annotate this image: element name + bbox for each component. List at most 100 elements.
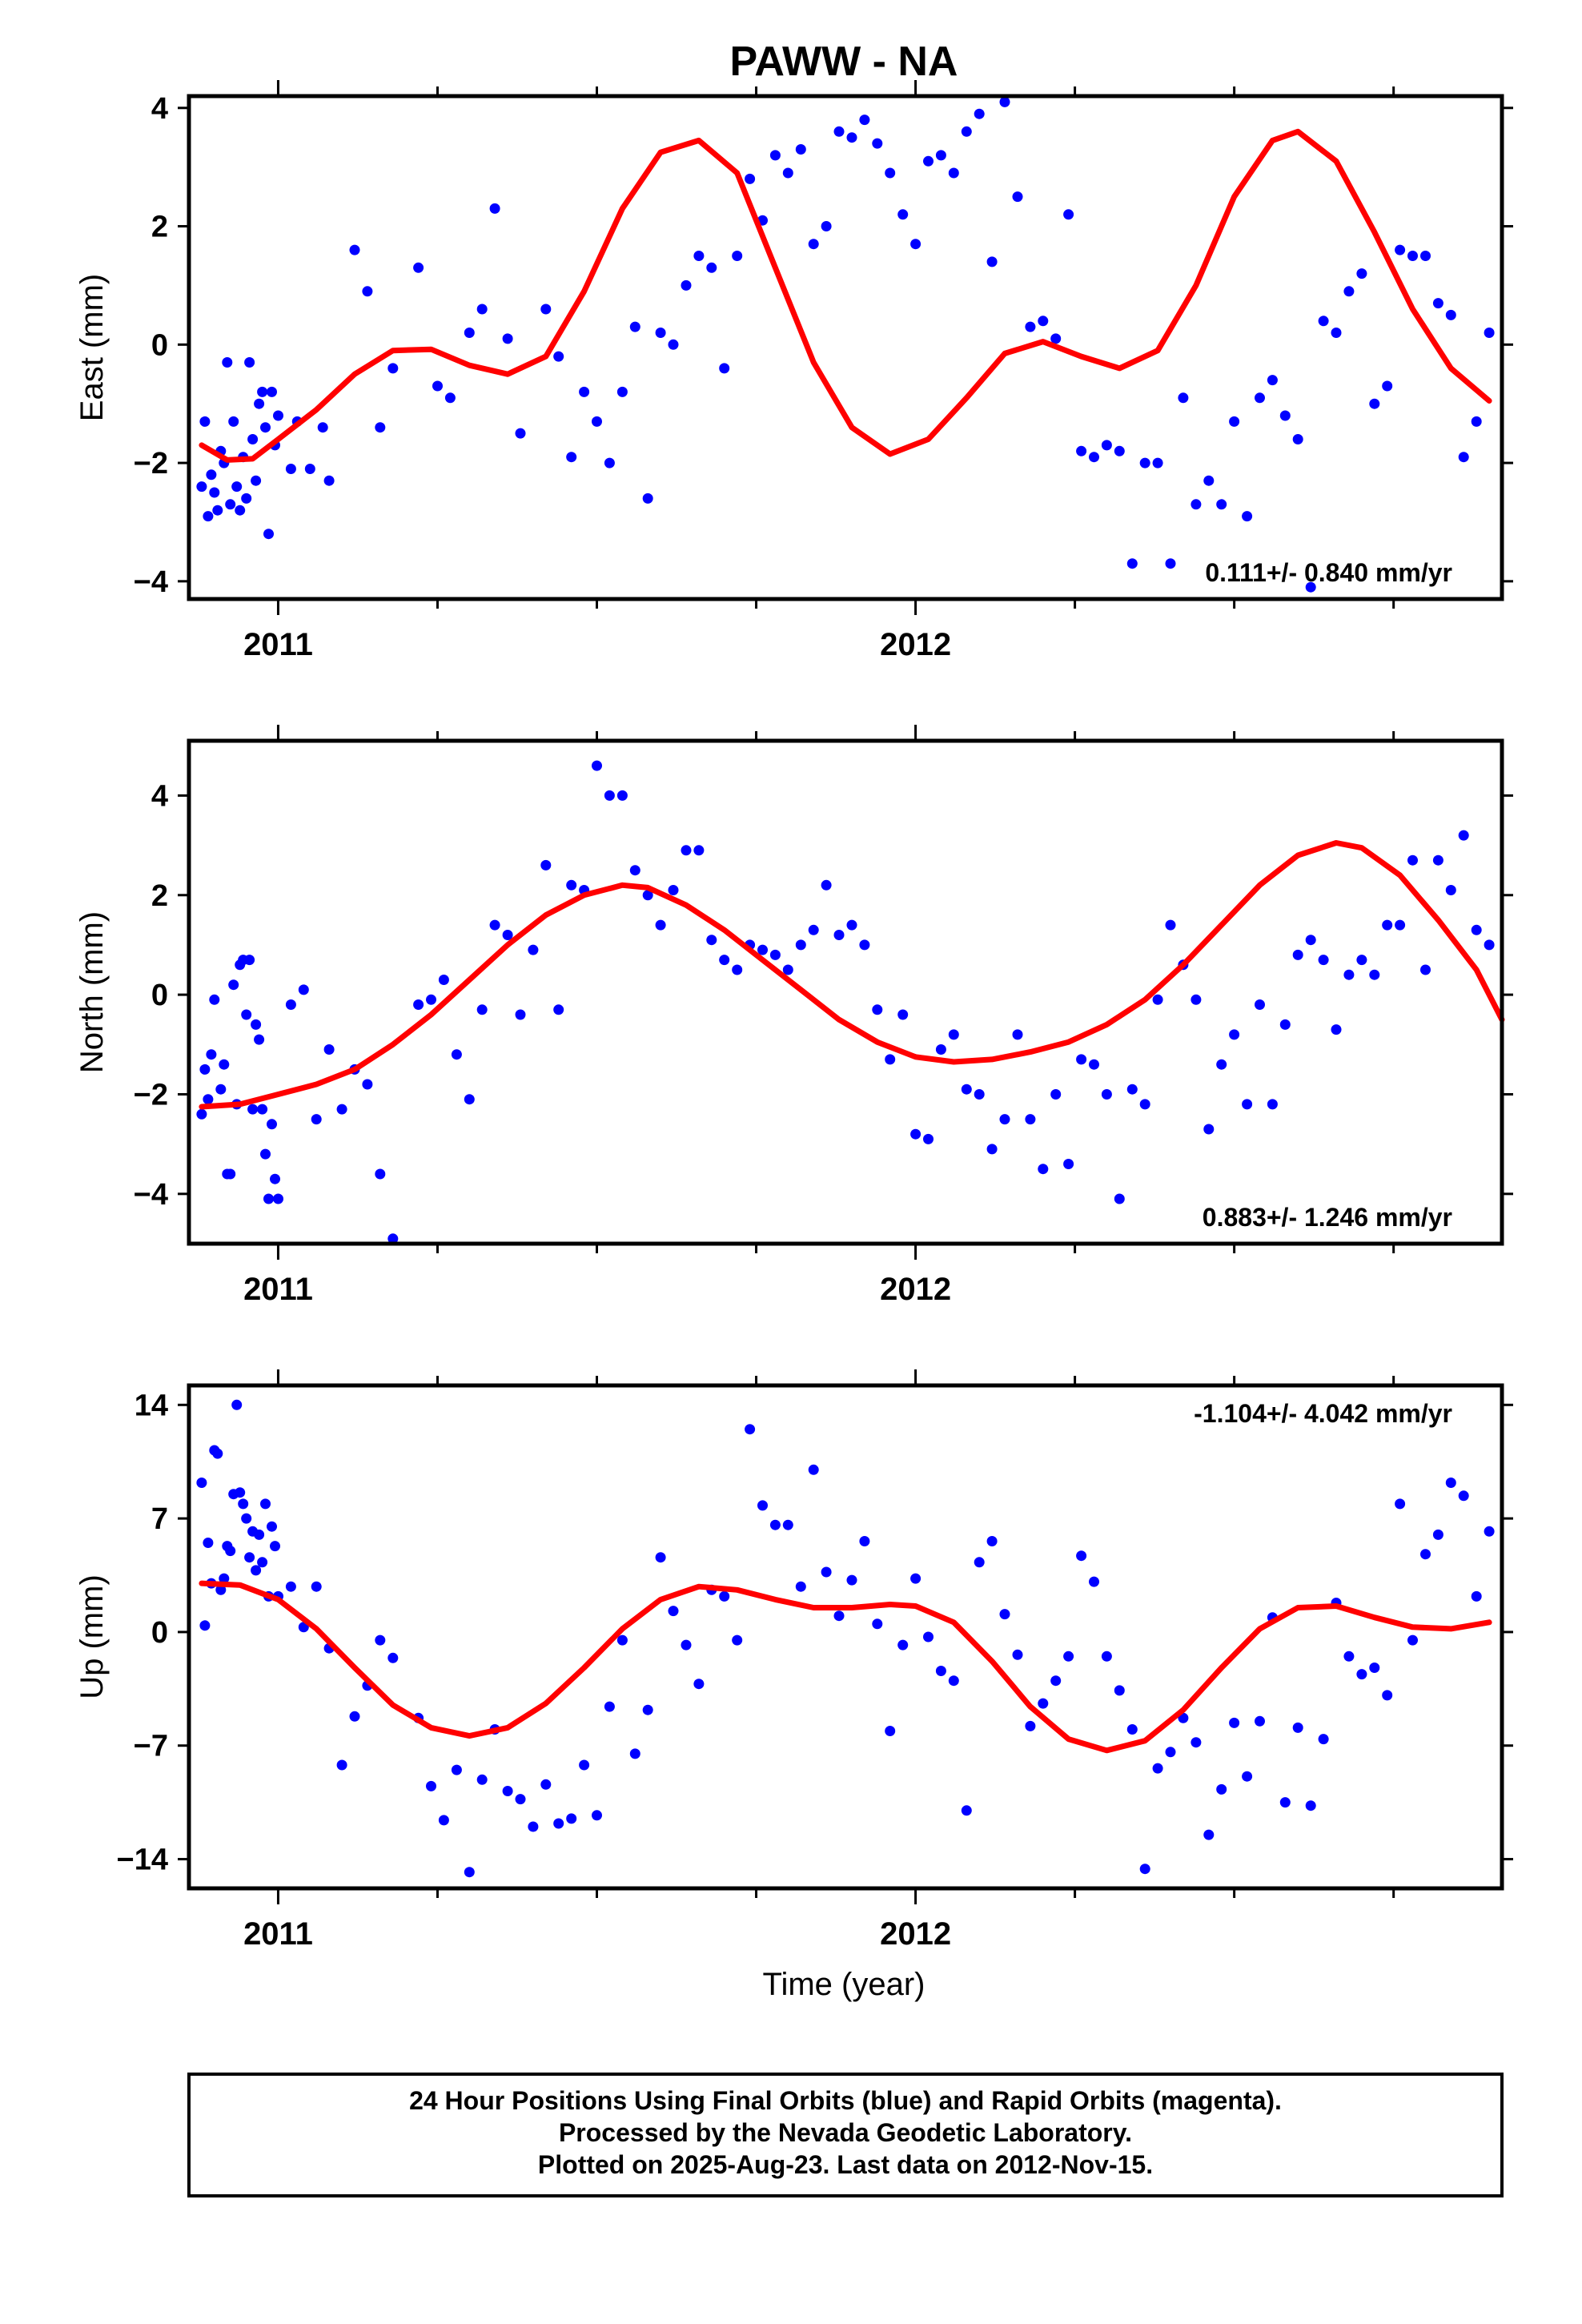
- data-point-0-37: [464, 1094, 475, 1105]
- data-point-0-54: [681, 845, 692, 856]
- data-point-0-103: [1318, 316, 1329, 327]
- data-point-0-112: [1432, 298, 1443, 309]
- data-point-0-14: [241, 493, 252, 504]
- data-point-0-111: [1395, 1498, 1406, 1510]
- data-point-0-65: [833, 126, 845, 137]
- data-point-0-80: [1025, 321, 1036, 332]
- data-points: [196, 760, 1495, 1244]
- data-point-0-2: [203, 1538, 214, 1548]
- data-point-0-76: [974, 108, 985, 119]
- data-point-0-58: [732, 964, 743, 975]
- data-point-0-88: [1126, 558, 1138, 569]
- data-point-0-65: [821, 879, 832, 891]
- data-point-0-30: [362, 1079, 373, 1090]
- data-point-0-38: [476, 304, 488, 315]
- data-point-0-95: [1191, 1737, 1202, 1748]
- data-point-0-77: [961, 1805, 972, 1816]
- data-point-0-36: [444, 392, 456, 404]
- data-point-0-93: [1191, 499, 1202, 510]
- data-point-0-63: [782, 1519, 793, 1530]
- data-point-0-68: [846, 1574, 857, 1586]
- data-point-0-77: [986, 256, 998, 267]
- data-point-0-47: [592, 760, 602, 771]
- data-point-0-87: [1089, 1576, 1099, 1587]
- data-point-0-70: [885, 1054, 896, 1065]
- fit-line: [199, 840, 1505, 1110]
- data-point-0-22: [267, 386, 277, 397]
- data-point-0-82: [1025, 1720, 1036, 1731]
- data-point-0-47: [604, 457, 615, 468]
- data-point-0-16: [251, 1019, 262, 1030]
- data-point-0-73: [910, 1573, 921, 1584]
- data-point-0-91: [1139, 1864, 1150, 1875]
- y-tick-label: −2: [134, 1078, 168, 1112]
- data-point-0-74: [935, 1044, 946, 1055]
- data-point-0-98: [1255, 392, 1265, 404]
- data-point-0-88: [1114, 1193, 1125, 1204]
- data-point-0-102: [1292, 949, 1303, 960]
- data-point-0-19: [257, 1557, 268, 1568]
- data-point-0-104: [1318, 955, 1329, 966]
- data-point-0-109: [1382, 919, 1393, 931]
- data-point-0-55: [706, 262, 717, 273]
- data-point-0-66: [846, 132, 857, 143]
- data-point-0-48: [616, 386, 628, 397]
- y-axis-label: North (mm): [74, 911, 110, 1073]
- data-point-0-56: [706, 935, 717, 946]
- data-point-0-33: [387, 1652, 399, 1663]
- data-point-0-35: [426, 1780, 436, 1791]
- data-point-0-9: [225, 499, 236, 510]
- data-point-0-89: [1126, 1084, 1138, 1095]
- data-point-0-84: [1050, 1675, 1062, 1687]
- data-point-0-108: [1382, 380, 1393, 392]
- data-point-0-32: [375, 422, 386, 433]
- data-point-0-9: [225, 1546, 236, 1557]
- data-point-0-8: [222, 357, 233, 368]
- data-point-0-28: [336, 1104, 347, 1115]
- footer-line-1: 24 Hour Positions Using Final Orbits (bl…: [409, 2086, 1282, 2115]
- data-point-0-96: [1216, 1059, 1227, 1070]
- data-point-0-25: [285, 1581, 296, 1592]
- data-point-0-109: [1395, 244, 1406, 255]
- data-point-0-44: [540, 1779, 552, 1790]
- data-point-0-55: [681, 1639, 692, 1651]
- data-point-0-53: [668, 885, 679, 895]
- data-point-0-66: [821, 1566, 832, 1578]
- data-point-0-45: [579, 386, 590, 397]
- data-point-0-71: [910, 239, 921, 250]
- data-point-0-102: [1305, 581, 1316, 593]
- data-point-0-23: [273, 1193, 283, 1204]
- data-point-0-4: [209, 994, 220, 1005]
- data-point-0-104: [1305, 1800, 1316, 1811]
- x-tick-label: 2011: [243, 1272, 313, 1307]
- data-point-0-67: [833, 1610, 845, 1622]
- data-point-0-37: [451, 1764, 462, 1775]
- data-point-0-83: [1063, 209, 1074, 220]
- data-point-0-115: [1445, 1478, 1456, 1488]
- data-point-0-13: [241, 1009, 252, 1020]
- data-point-0-116: [1484, 328, 1495, 338]
- data-point-0-68: [859, 939, 870, 951]
- data-point-0-99: [1255, 999, 1265, 1010]
- data-point-0-103: [1305, 935, 1316, 946]
- data-point-0-24: [285, 999, 296, 1010]
- data-point-0-45: [553, 1818, 564, 1829]
- data-point-0-81: [1012, 1649, 1023, 1660]
- data-point-0-100: [1267, 1099, 1278, 1110]
- data-point-0-31: [375, 1168, 386, 1180]
- data-point-0-111: [1420, 251, 1431, 261]
- footer-box: 24 Hour Positions Using Final Orbits (bl…: [187, 2073, 1504, 2197]
- data-point-0-62: [795, 144, 806, 155]
- data-point-0-72: [923, 155, 934, 167]
- data-point-0-29: [336, 1759, 347, 1771]
- data-point-0-50: [616, 1634, 628, 1646]
- data-point-0-105: [1343, 286, 1355, 297]
- data-point-0-110: [1382, 1690, 1393, 1701]
- data-point-0-17: [251, 475, 262, 486]
- data-point-0-69: [872, 1004, 883, 1015]
- data-point-0-89: [1139, 457, 1150, 468]
- data-point-0-106: [1343, 969, 1355, 980]
- data-point-0-92: [1165, 919, 1176, 931]
- data-point-0-51: [629, 1748, 640, 1759]
